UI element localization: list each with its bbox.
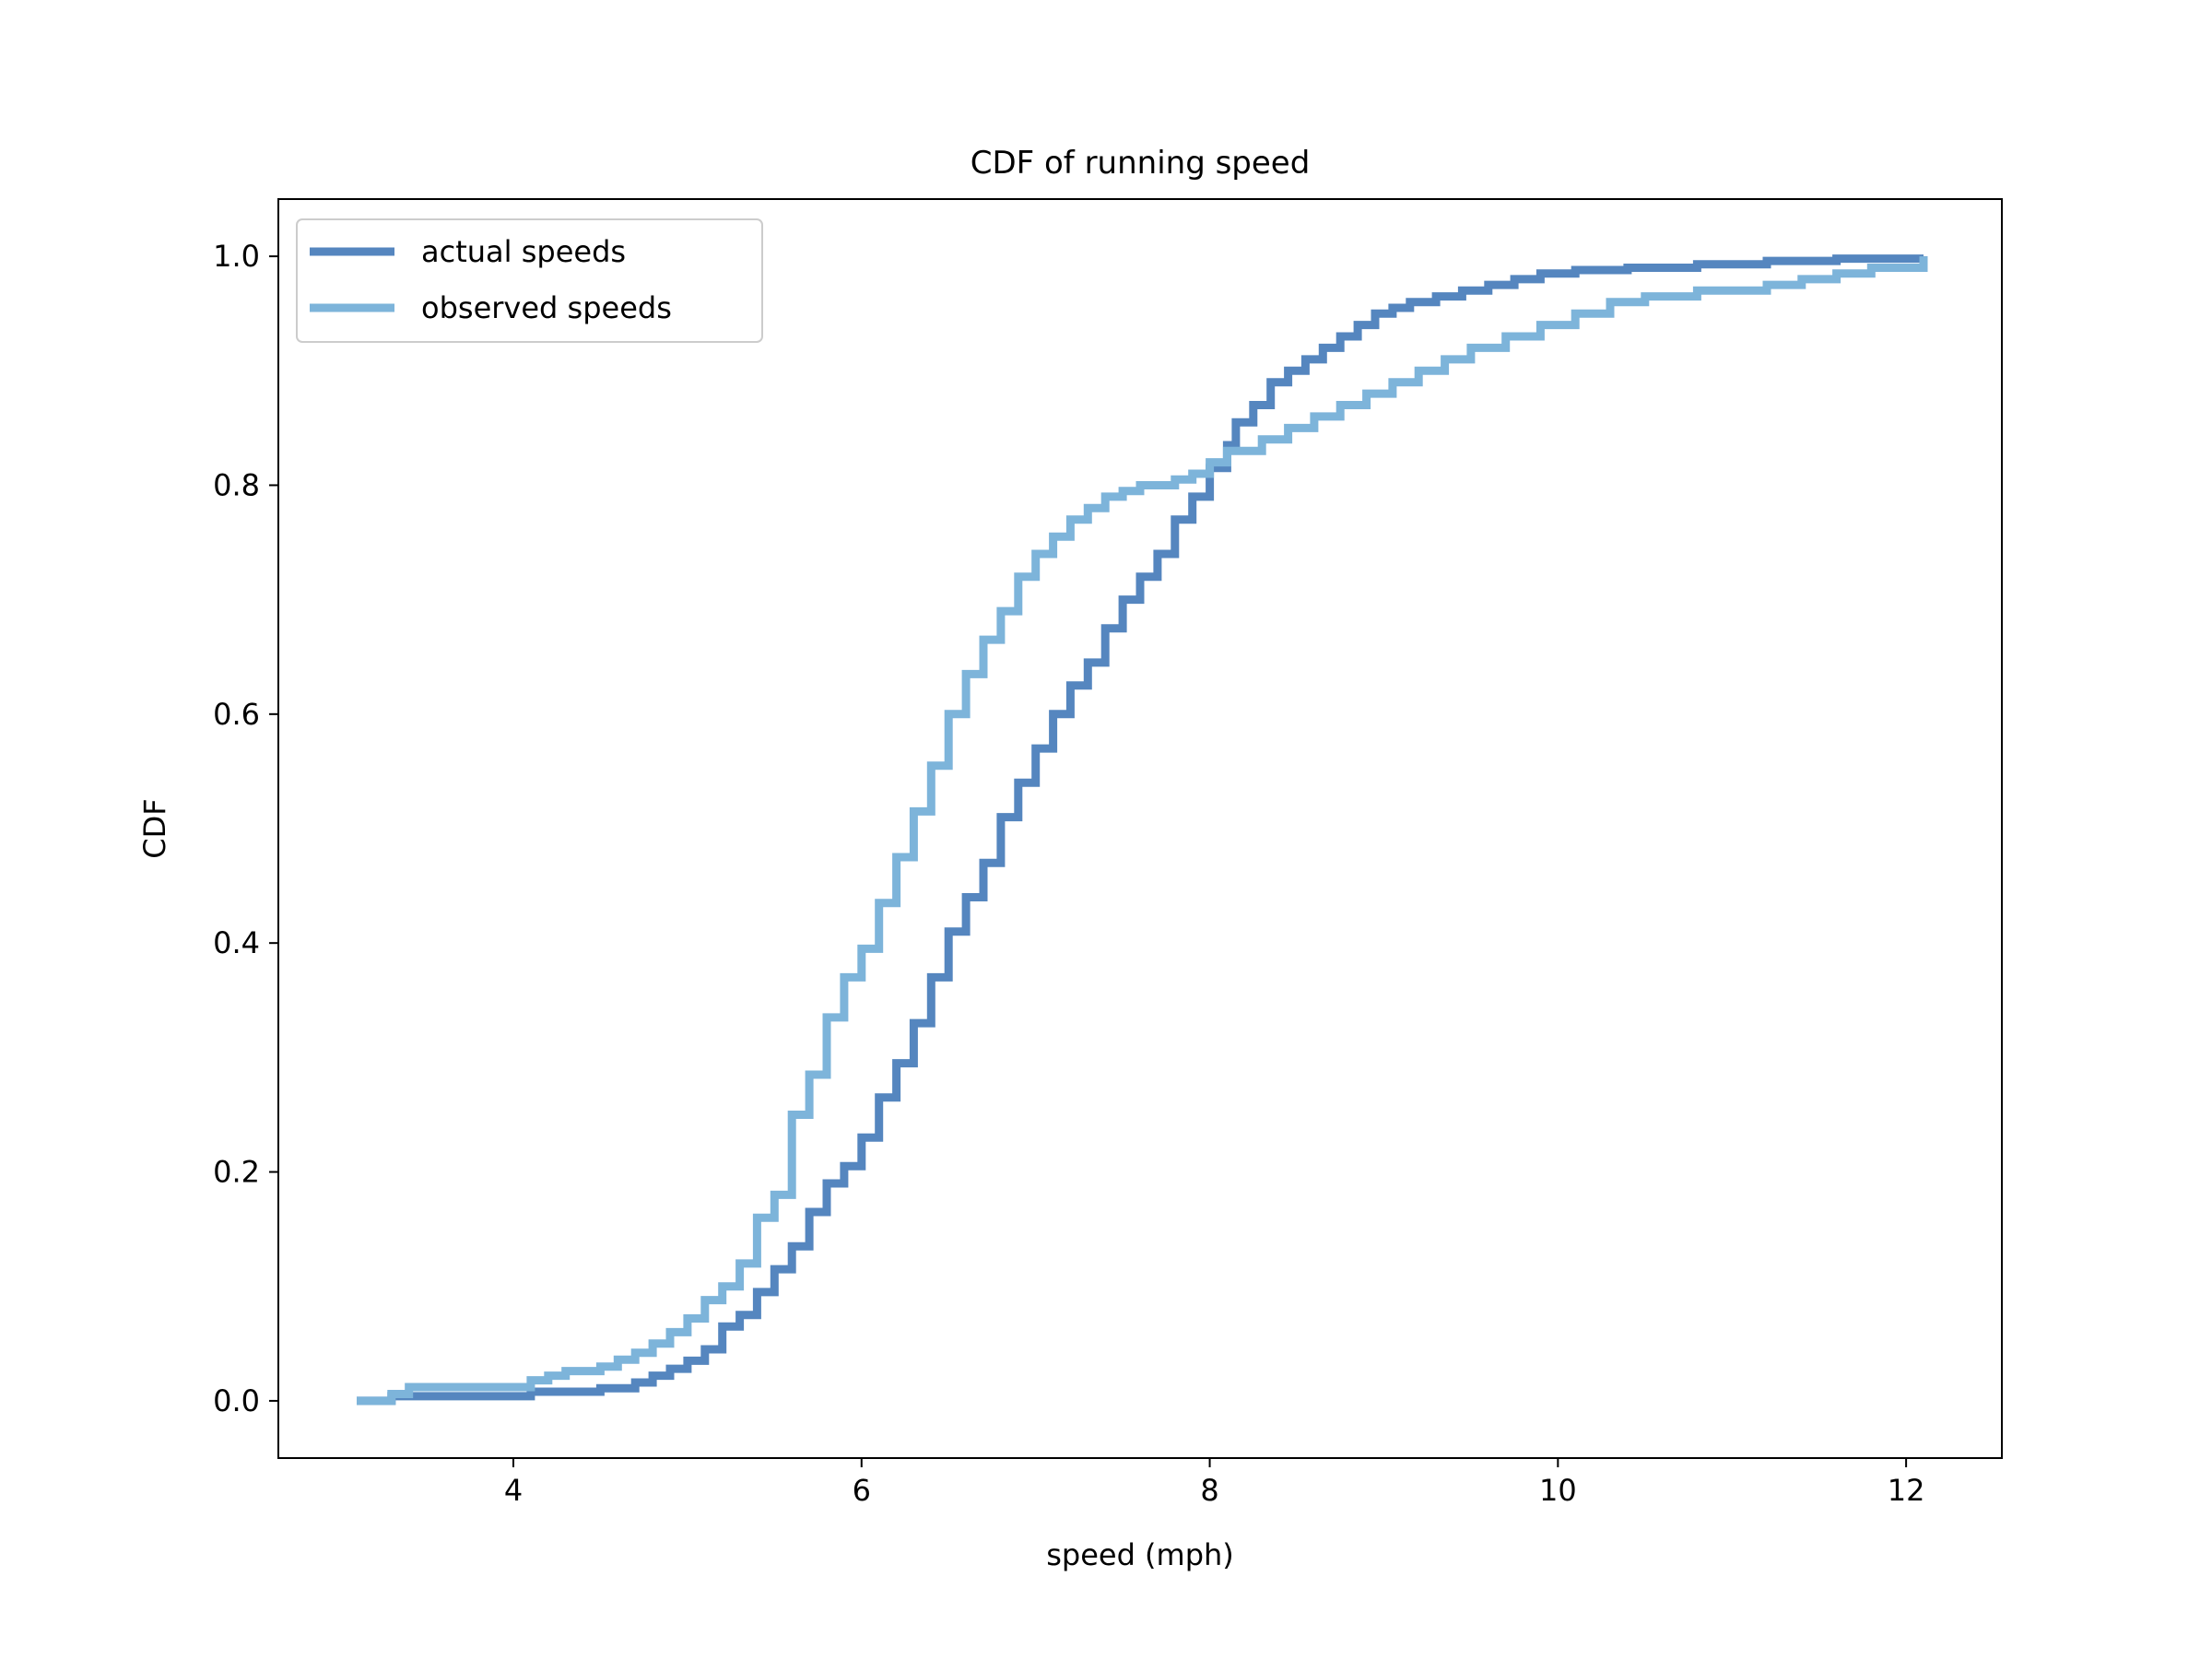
y-tick-label: 0.8 [213,467,260,502]
y-tick-label: 0.4 [213,925,260,960]
plot-area-frame [277,198,2003,1459]
x-tick-label: 12 [1888,1473,1925,1508]
series-line-observed-speeds [357,256,1928,1406]
x-axis-label: speed (mph) [1046,1537,1234,1572]
legend-label-actual-speeds: actual speeds [421,234,626,269]
legend: actual speeds observed speeds [296,218,763,343]
x-tick-label: 4 [504,1473,523,1508]
x-axis-ticks: 4 6 8 10 12 [504,1458,1925,1508]
series-layer [357,254,1928,1406]
x-tick-label: 10 [1539,1473,1577,1508]
y-tick-label: 0.0 [213,1383,260,1418]
legend-box [296,218,763,343]
x-tick-label: 6 [853,1473,871,1508]
y-tick-label: 0.2 [213,1155,260,1190]
y-axis-ticks: 0.0 0.2 0.4 0.6 0.8 1.0 [213,239,278,1418]
chart-title: CDF of running speed [971,145,1311,182]
y-tick-label: 0.6 [213,697,260,732]
legend-label-observed-speeds: observed speeds [421,290,672,325]
series-line-actual-speeds [357,254,1928,1406]
y-axis-label: CDF [137,798,172,858]
y-tick-label: 1.0 [213,239,260,274]
x-tick-label: 8 [1200,1473,1218,1508]
